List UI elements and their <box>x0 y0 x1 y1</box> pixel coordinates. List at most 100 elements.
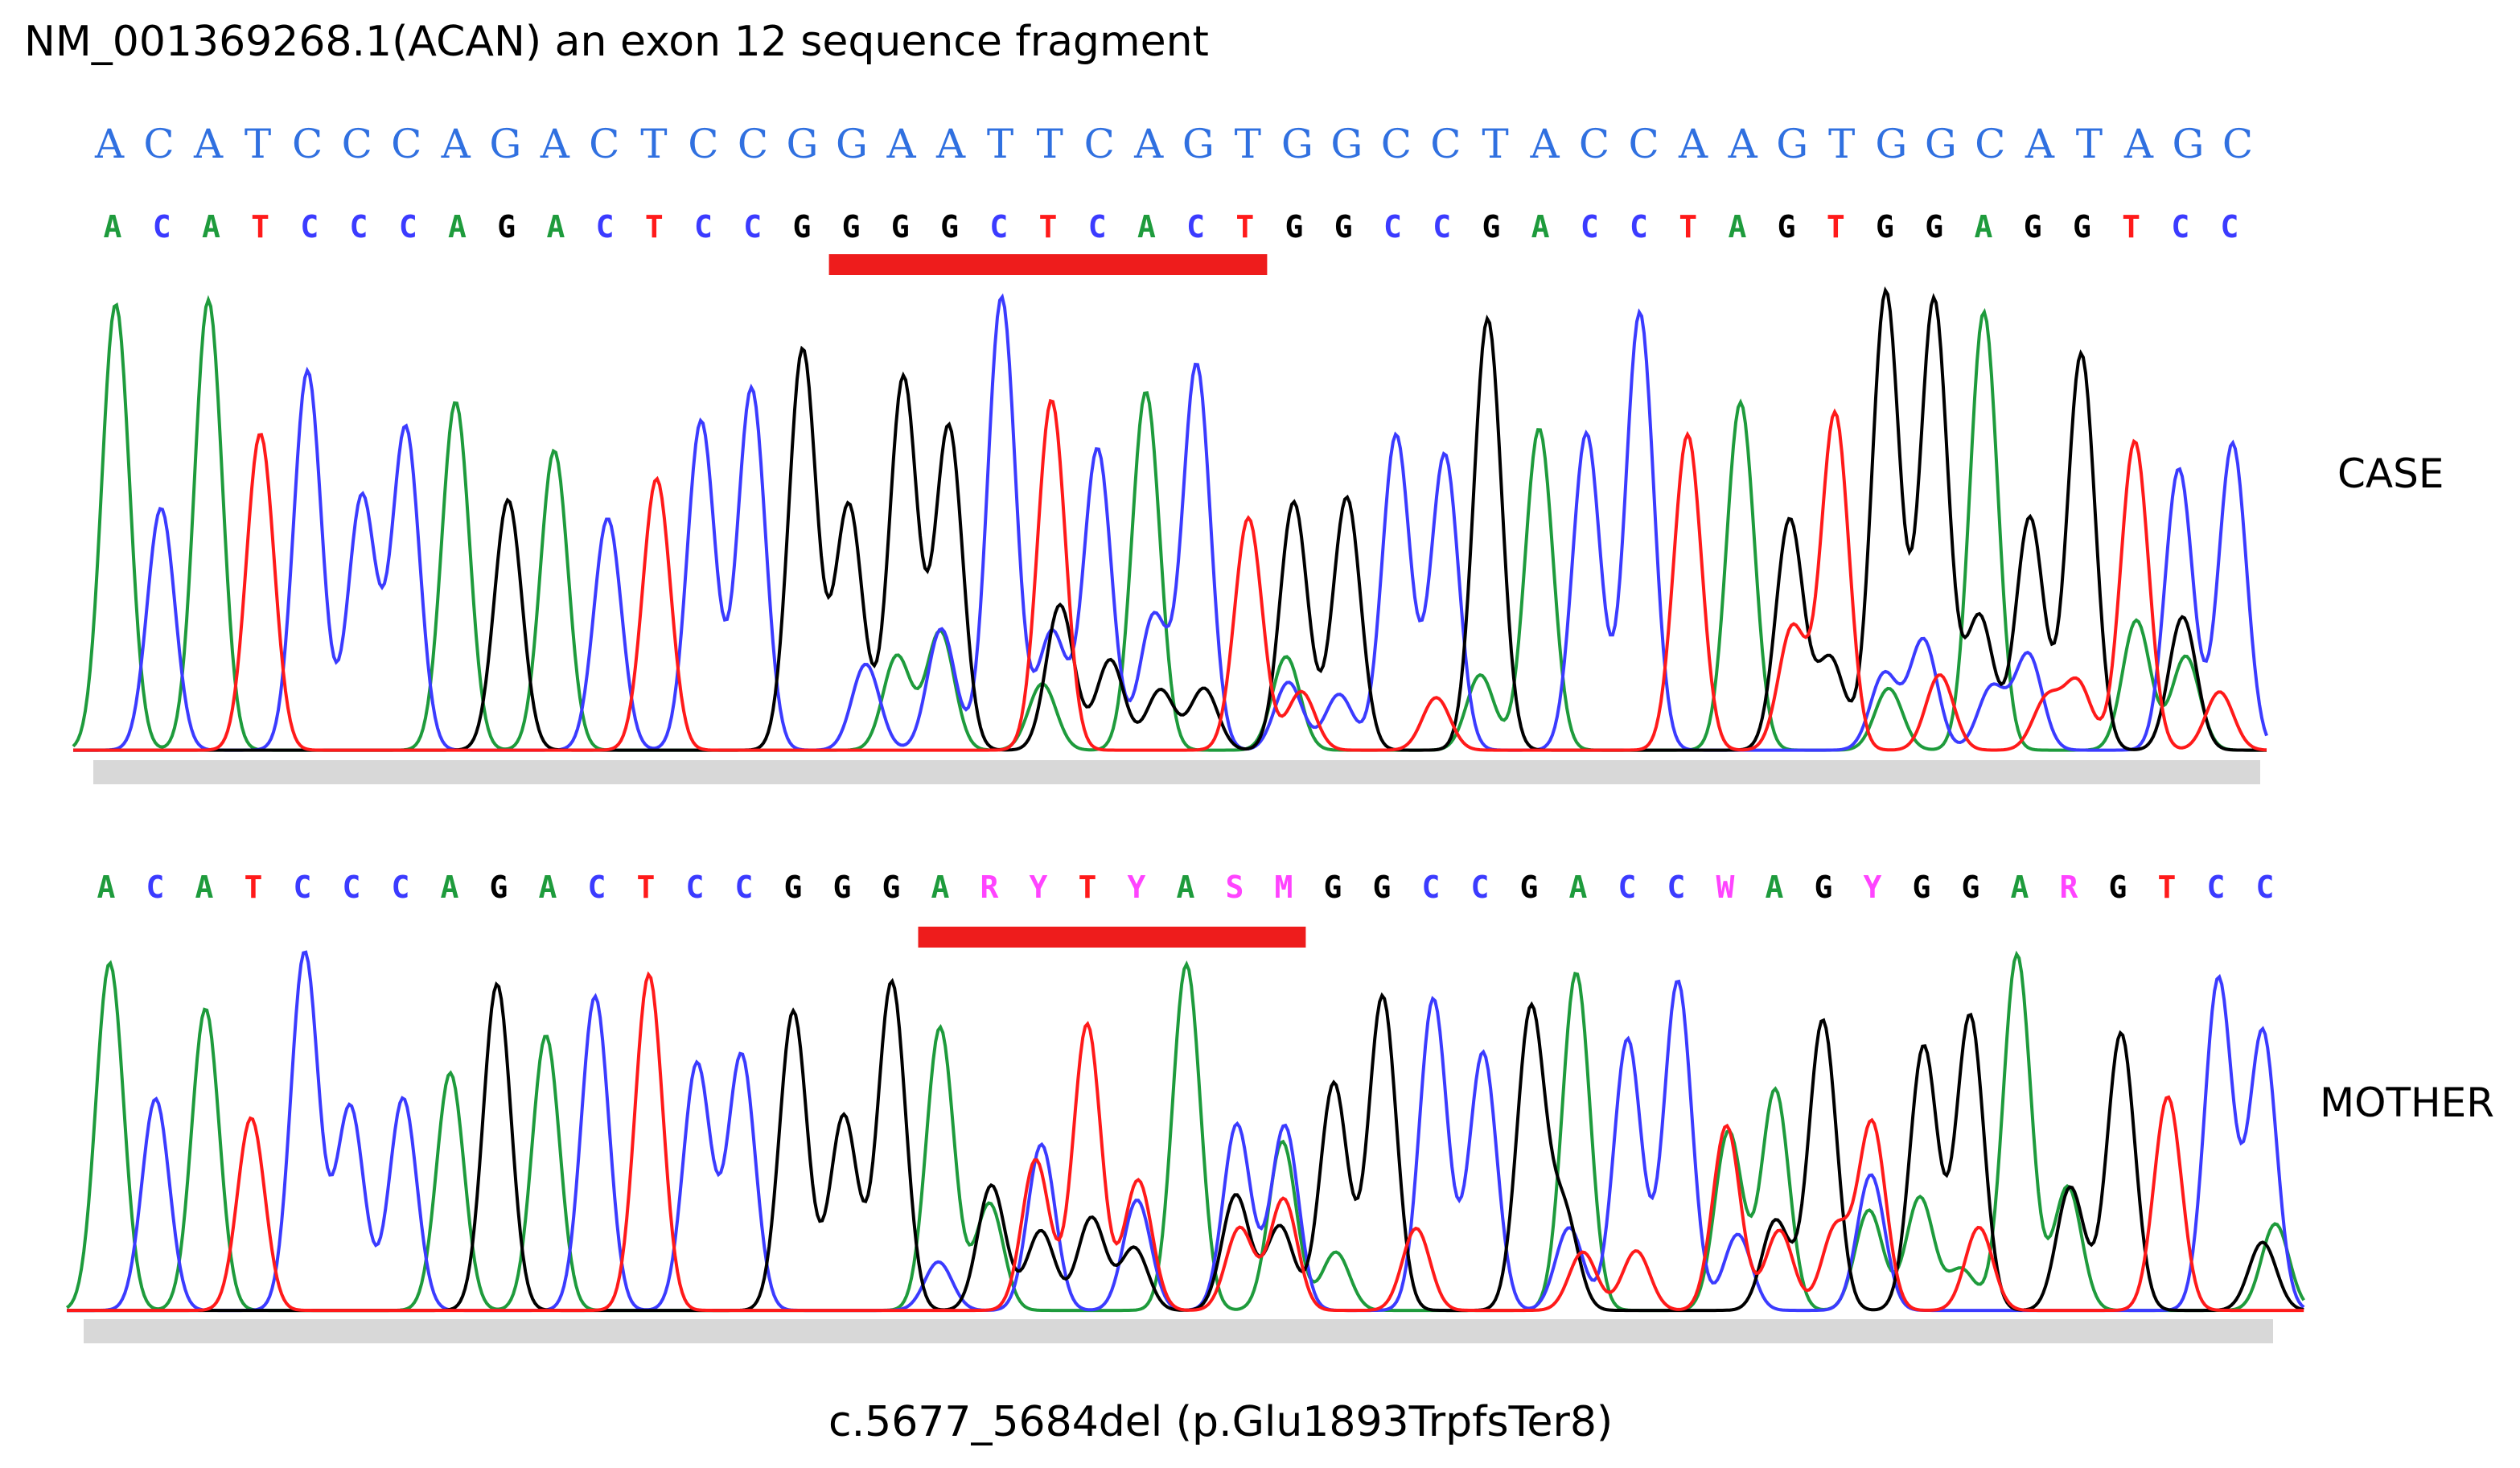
case-base-38: A <box>1975 209 1993 245</box>
case-base-18: C <box>989 209 1008 245</box>
case-base-3: T <box>251 209 269 245</box>
case-base-28: G <box>1482 209 1500 245</box>
mother-base-13: C <box>735 870 754 905</box>
reference-base-35: T <box>1828 121 1855 167</box>
reference-base-7: A <box>441 121 471 167</box>
case-base-30: C <box>1581 209 1599 245</box>
case-base-5: C <box>350 209 368 245</box>
reference-base-17: A <box>935 121 966 167</box>
mother-base-37: G <box>1913 870 1931 905</box>
case-base-33: A <box>1728 209 1746 245</box>
case-base-35: T <box>1827 209 1845 245</box>
reference-base-31: C <box>1628 121 1659 167</box>
mother-base-24: M <box>1275 870 1293 905</box>
mother-base-1: C <box>146 870 165 905</box>
mother-base-27: C <box>1422 870 1441 905</box>
reference-base-34: G <box>1776 121 1808 167</box>
reference-base-13: C <box>738 121 768 167</box>
reference-base-4: C <box>292 121 323 167</box>
mother-base-38: G <box>1962 870 1980 905</box>
mother-trace-G <box>67 977 2304 1313</box>
reference-base-9: A <box>540 121 570 167</box>
mother-base-20: T <box>1079 870 1097 905</box>
reference-base-26: C <box>1381 121 1412 167</box>
reference-base-15: G <box>836 121 868 167</box>
reference-base-29: A <box>1529 121 1560 167</box>
case-base-31: C <box>1630 209 1648 245</box>
reference-base-42: G <box>2173 121 2205 167</box>
reference-base-0: A <box>94 121 125 167</box>
mother-base-12: C <box>686 870 705 905</box>
reference-base-40: T <box>2076 121 2103 167</box>
case-base-37: G <box>1925 209 1943 245</box>
mother-highlight-bar <box>918 927 1306 948</box>
mother-base-31: C <box>1618 870 1637 905</box>
mother-base-36: Y <box>1864 870 1882 905</box>
case-base-24: G <box>1285 209 1304 245</box>
mother-trace-T <box>67 971 2304 1313</box>
mother-base-39: A <box>2011 870 2029 905</box>
case-trace-C <box>73 293 2268 752</box>
case-base-10: C <box>596 209 615 245</box>
case-base-36: G <box>1876 209 1894 245</box>
case-base-23: T <box>1235 209 1254 245</box>
reference-base-10: C <box>589 121 619 167</box>
mother-base-2: A <box>195 870 214 905</box>
reference-base-20: C <box>1084 121 1115 167</box>
figure-title: NM_001369268.1(ACAN) an exon 12 sequence… <box>24 18 1209 66</box>
reference-base-38: C <box>1975 121 2005 167</box>
reference-base-14: G <box>787 121 819 167</box>
reference-base-39: A <box>2025 121 2055 167</box>
mother-base-3: T <box>245 870 263 905</box>
mother-base-34: A <box>1766 870 1784 905</box>
mother-base-4: C <box>294 870 312 905</box>
case-trace-T <box>73 398 2267 752</box>
mother-base-15: G <box>833 870 852 905</box>
case-base-19: T <box>1039 209 1058 245</box>
mother-base-30: A <box>1569 870 1588 905</box>
reference-base-22: G <box>1182 121 1215 167</box>
reference-base-1: C <box>143 121 174 167</box>
case-base-42: C <box>2171 209 2189 245</box>
reference-base-43: C <box>2222 121 2253 167</box>
mother-base-19: Y <box>1030 870 1048 905</box>
mother-base-11: T <box>637 870 656 905</box>
mother-base-42: T <box>2158 870 2177 905</box>
case-base-12: C <box>694 209 713 245</box>
mother-base-0: A <box>97 870 116 905</box>
mother-base-16: G <box>882 870 901 905</box>
mother-base-35: G <box>1815 870 1833 905</box>
reference-base-25: G <box>1330 121 1363 167</box>
mother-base-33: W <box>1716 870 1735 905</box>
case-base-9: A <box>546 209 565 245</box>
reference-base-16: A <box>886 121 917 167</box>
case-base-16: G <box>891 209 910 245</box>
case-base-2: A <box>202 209 220 245</box>
mother-base-40: R <box>2060 870 2078 905</box>
case-label: CASE <box>2337 450 2444 497</box>
case-base-26: C <box>1383 209 1402 245</box>
mother-base-26: G <box>1373 870 1392 905</box>
reference-base-32: A <box>1678 121 1708 167</box>
mother-base-17: A <box>931 870 950 905</box>
case-base-17: G <box>940 209 959 245</box>
reference-base-30: C <box>1579 121 1609 167</box>
case-base-21: A <box>1137 209 1156 245</box>
case-base-15: G <box>842 209 861 245</box>
mother-base-28: C <box>1471 870 1490 905</box>
reference-base-41: A <box>2123 121 2154 167</box>
case-base-1: C <box>153 209 171 245</box>
mother-base-5: C <box>343 870 361 905</box>
case-base-20: C <box>1088 209 1107 245</box>
mother-trace-A <box>65 950 2305 1313</box>
reference-base-2: A <box>193 121 224 167</box>
case-base-8: G <box>497 209 516 245</box>
reference-base-21: A <box>1133 121 1164 167</box>
mother-base-29: G <box>1520 870 1539 905</box>
case-base-27: C <box>1433 209 1451 245</box>
case-base-34: G <box>1778 209 1796 245</box>
reference-base-23: T <box>1235 121 1261 167</box>
mother-base-22: A <box>1177 870 1195 905</box>
